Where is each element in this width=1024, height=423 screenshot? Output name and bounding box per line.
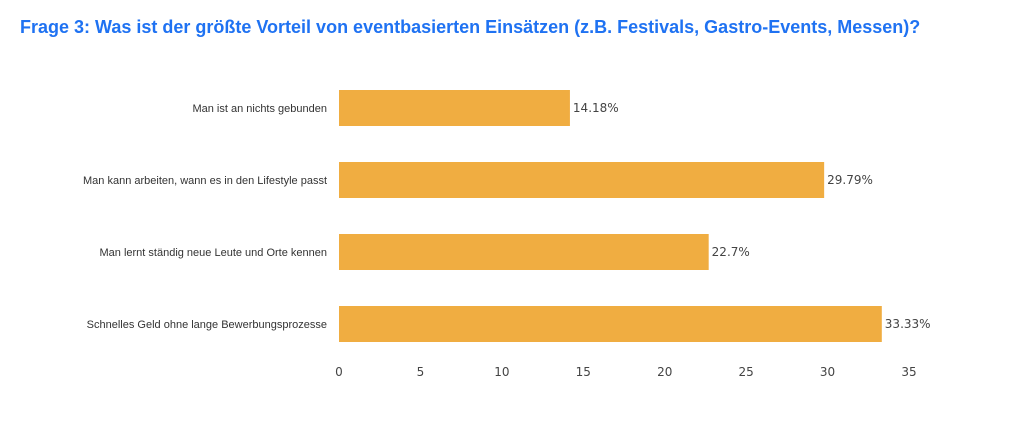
bar: [339, 306, 882, 342]
category-label: Schnelles Geld ohne lange Bewerbungsproz…: [87, 319, 327, 331]
category-label: Man kann arbeiten, wann es in den Lifest…: [83, 175, 327, 187]
chart-title: Frage 3: Was ist der größte Vorteil von …: [20, 17, 921, 37]
x-tick-label: 30: [820, 365, 835, 379]
data-label: 14.18%: [573, 101, 619, 115]
bar: [339, 162, 825, 198]
data-label: 33.33%: [885, 317, 931, 331]
category-label: Man ist an nichts gebunden: [192, 103, 327, 115]
x-tick-label: 25: [739, 365, 754, 379]
category-label: Man lernt ständig neue Leute und Orte ke…: [100, 247, 328, 259]
x-tick-label: 0: [335, 365, 343, 379]
x-tick-label: 10: [494, 365, 509, 379]
bar: [339, 234, 709, 270]
x-tick-label: 15: [576, 365, 591, 379]
bar: [339, 90, 570, 126]
x-tick-label: 5: [417, 365, 425, 379]
x-tick-label: 20: [657, 365, 672, 379]
data-label: 22.7%: [712, 245, 750, 259]
x-tick-label: 35: [901, 365, 916, 379]
data-label: 29.79%: [827, 173, 873, 187]
